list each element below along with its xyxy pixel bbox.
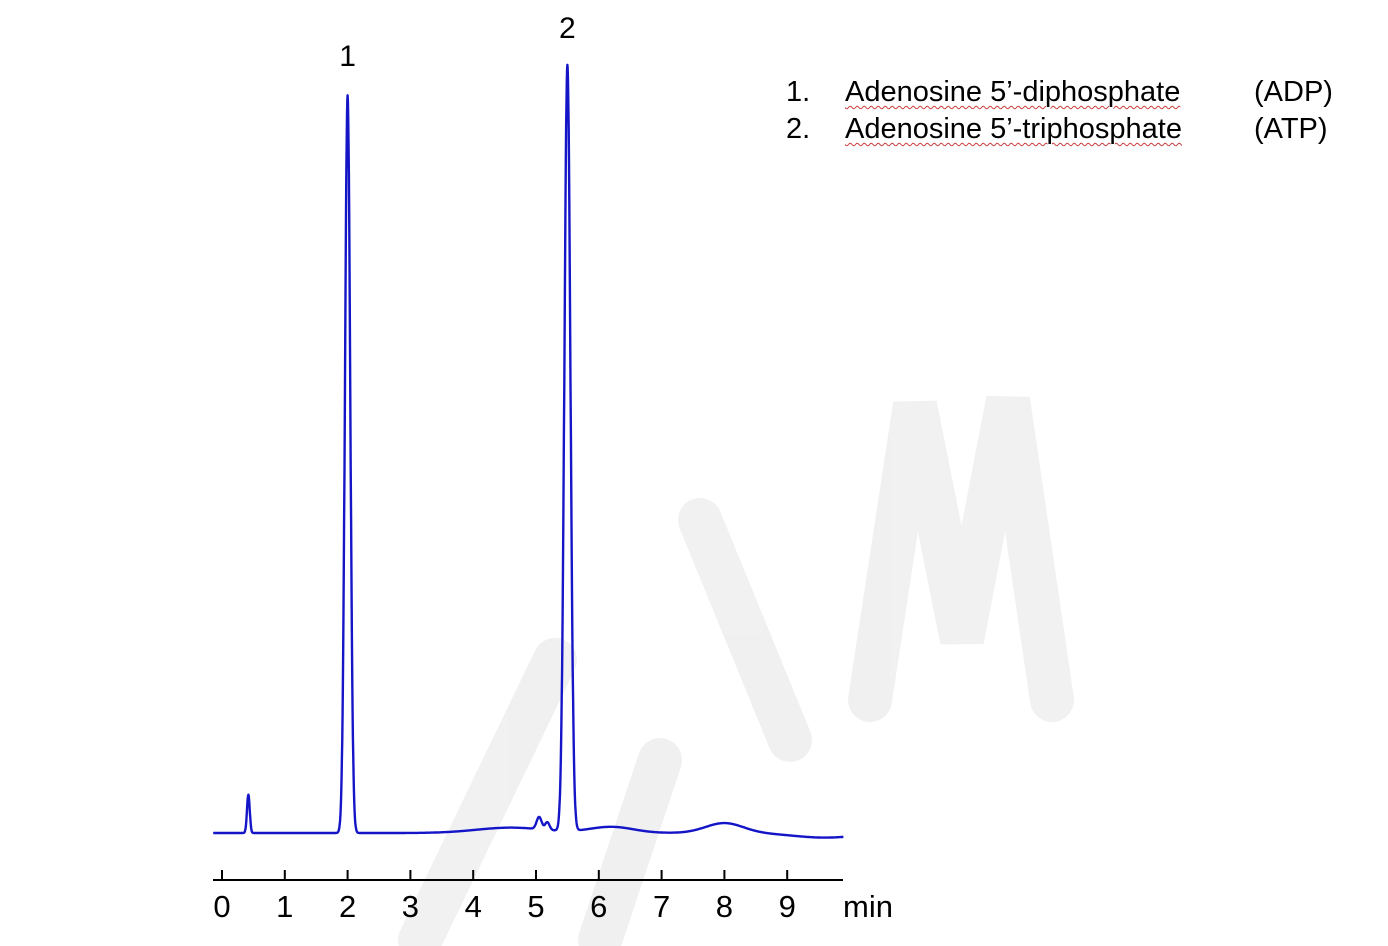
- peak-annotation: 1: [339, 40, 356, 74]
- x-tick-label: 2: [338, 889, 357, 924]
- legend-item-number: 2.: [786, 113, 811, 145]
- x-tick-label: 8: [715, 889, 734, 924]
- peak-legend: 1. Adenosine 5’-diphosphate (ADP) 2. Ade…: [786, 74, 1333, 148]
- x-tick-labels: 0 1 2 3 4 5 6 7 8 9: [0, 889, 1388, 931]
- legend-item-number: 1.: [786, 76, 811, 108]
- x-tick-label: 6: [590, 889, 608, 924]
- legend-item-abbrev: (ATP): [1254, 113, 1328, 145]
- x-tick-label: 0: [213, 889, 231, 924]
- x-tick-label: 1: [276, 889, 294, 924]
- x-tick-label: 4: [464, 889, 482, 924]
- legend-item: 2. Adenosine 5’-triphosphate (ATP): [786, 111, 1333, 148]
- legend-item: 1. Adenosine 5’-diphosphate (ADP): [786, 74, 1333, 111]
- signal-trace: [212, 63, 845, 839]
- watermark: [398, 395, 1074, 946]
- x-axis: [213, 870, 843, 881]
- x-tick-label: 3: [401, 889, 420, 924]
- legend-item-compound: Adenosine 5’-diphosphate: [845, 76, 1181, 108]
- x-tick-label: 5: [527, 889, 545, 924]
- peak-annotation: 2: [559, 12, 576, 45]
- legend-item-abbrev: (ADP): [1254, 76, 1333, 108]
- x-tick-label: 7: [652, 889, 671, 924]
- x-axis-unit-label: min: [843, 889, 893, 924]
- x-tick-label: 9: [778, 889, 796, 924]
- legend-item-compound: Adenosine 5’-triphosphate: [845, 113, 1182, 145]
